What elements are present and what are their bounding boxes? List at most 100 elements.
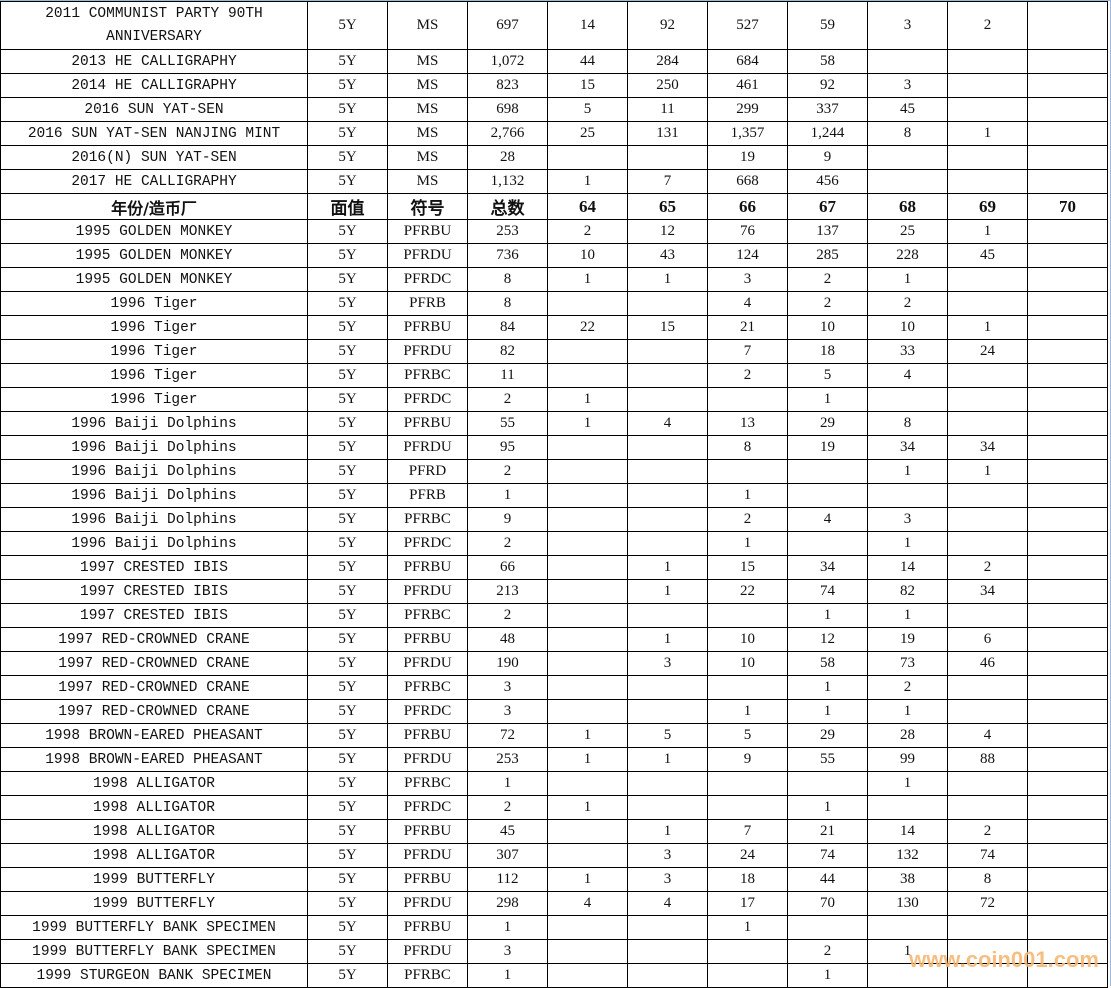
cell-grade-68[interactable]: 28 — [867, 723, 948, 748]
cell-grade-69[interactable] — [947, 675, 1028, 700]
cell-grade-64[interactable] — [547, 291, 628, 316]
cell-grade-69[interactable]: 1 — [947, 121, 1028, 146]
cell-grade-68[interactable] — [867, 963, 948, 988]
cell-grade-70[interactable] — [1027, 435, 1108, 460]
cell-grade-69[interactable] — [947, 387, 1028, 412]
cell-grade-64[interactable] — [547, 819, 628, 844]
cell-grade-69[interactable]: 8 — [947, 867, 1028, 892]
cell-grade-69[interactable] — [947, 169, 1028, 194]
cell-symbol[interactable]: PFRDU — [387, 435, 468, 460]
cell-grade-66[interactable]: 21 — [707, 315, 788, 340]
cell-name[interactable]: 1997 CRESTED IBIS — [0, 555, 308, 580]
cell-grade-67[interactable]: 58 — [787, 49, 868, 74]
cell-grade-69[interactable]: 6 — [947, 627, 1028, 652]
header-total[interactable]: 总数 — [467, 193, 548, 220]
cell-total[interactable]: 82 — [467, 339, 548, 364]
cell-face-value[interactable]: 5Y — [307, 267, 388, 292]
cell-grade-65[interactable]: 3 — [627, 867, 708, 892]
cell-total[interactable]: 55 — [467, 411, 548, 436]
cell-name[interactable]: 1995 GOLDEN MONKEY — [0, 243, 308, 268]
header-face-value[interactable]: 面值 — [307, 193, 388, 220]
cell-total[interactable]: 1,072 — [467, 49, 548, 74]
cell-grade-64[interactable] — [547, 915, 628, 940]
header-grade-65[interactable]: 65 — [627, 193, 708, 220]
cell-total[interactable]: 66 — [467, 555, 548, 580]
cell-grade-70[interactable] — [1027, 819, 1108, 844]
cell-grade-64[interactable] — [547, 145, 628, 170]
cell-grade-67[interactable] — [787, 531, 868, 556]
cell-grade-65[interactable]: 250 — [627, 73, 708, 98]
cell-grade-66[interactable]: 76 — [707, 219, 788, 244]
cell-face-value[interactable]: 5Y — [307, 627, 388, 652]
cell-grade-65[interactable] — [627, 771, 708, 796]
cell-grade-70[interactable] — [1027, 339, 1108, 364]
cell-grade-69[interactable]: 2 — [947, 819, 1028, 844]
cell-grade-67[interactable] — [787, 771, 868, 796]
cell-name[interactable]: 2014 HE CALLIGRAPHY — [0, 73, 308, 98]
cell-grade-70[interactable] — [1027, 723, 1108, 748]
cell-grade-68[interactable]: 1 — [867, 603, 948, 628]
cell-symbol[interactable]: PFRBU — [387, 723, 468, 748]
cell-grade-68[interactable]: 14 — [867, 819, 948, 844]
cell-grade-66[interactable]: 10 — [707, 651, 788, 676]
cell-grade-64[interactable]: 22 — [547, 315, 628, 340]
header-name[interactable]: 年份/造币厂 — [0, 193, 308, 220]
cell-grade-66[interactable]: 668 — [707, 169, 788, 194]
cell-grade-66[interactable]: 15 — [707, 555, 788, 580]
cell-grade-67[interactable]: 92 — [787, 73, 868, 98]
header-grade-67[interactable]: 67 — [787, 193, 868, 220]
cell-grade-64[interactable] — [547, 771, 628, 796]
cell-face-value[interactable]: 5Y — [307, 483, 388, 508]
cell-grade-64[interactable]: 2 — [547, 219, 628, 244]
cell-grade-66[interactable]: 2 — [707, 507, 788, 532]
cell-grade-70[interactable] — [1027, 49, 1108, 74]
cell-name[interactable]: 1999 STURGEON BANK SPECIMEN — [0, 963, 308, 988]
cell-symbol[interactable]: PFRDU — [387, 843, 468, 868]
cell-name[interactable]: 1999 BUTTERFLY — [0, 867, 308, 892]
cell-grade-65[interactable] — [627, 387, 708, 412]
cell-total[interactable]: 1 — [467, 483, 548, 508]
cell-grade-65[interactable] — [627, 675, 708, 700]
cell-total[interactable]: 2 — [467, 795, 548, 820]
cell-grade-70[interactable] — [1027, 867, 1108, 892]
cell-grade-69[interactable]: 2 — [947, 1, 1028, 50]
cell-grade-67[interactable]: 18 — [787, 339, 868, 364]
cell-grade-68[interactable] — [867, 387, 948, 412]
cell-grade-69[interactable]: 72 — [947, 891, 1028, 916]
cell-grade-67[interactable]: 2 — [787, 267, 868, 292]
cell-symbol[interactable]: PFRDU — [387, 939, 468, 964]
cell-grade-67[interactable]: 12 — [787, 627, 868, 652]
cell-grade-69[interactable] — [947, 73, 1028, 98]
cell-name[interactable]: 1999 BUTTERFLY BANK SPECIMEN — [0, 939, 308, 964]
cell-grade-66[interactable]: 7 — [707, 339, 788, 364]
cell-face-value[interactable]: 5Y — [307, 507, 388, 532]
cell-grade-67[interactable]: 74 — [787, 579, 868, 604]
cell-grade-65[interactable] — [627, 699, 708, 724]
cell-total[interactable]: 8 — [467, 267, 548, 292]
cell-grade-67[interactable]: 44 — [787, 867, 868, 892]
cell-grade-64[interactable] — [547, 843, 628, 868]
cell-total[interactable]: 3 — [467, 699, 548, 724]
cell-grade-64[interactable] — [547, 603, 628, 628]
cell-grade-66[interactable]: 1,357 — [707, 121, 788, 146]
cell-grade-70[interactable] — [1027, 603, 1108, 628]
cell-symbol[interactable]: PFRB — [387, 483, 468, 508]
cell-grade-64[interactable]: 25 — [547, 121, 628, 146]
cell-total[interactable]: 823 — [467, 73, 548, 98]
cell-face-value[interactable]: 5Y — [307, 915, 388, 940]
cell-grade-68[interactable]: 4 — [867, 363, 948, 388]
cell-grade-64[interactable] — [547, 339, 628, 364]
cell-grade-65[interactable] — [627, 459, 708, 484]
cell-grade-65[interactable] — [627, 915, 708, 940]
cell-grade-69[interactable]: 34 — [947, 579, 1028, 604]
cell-symbol[interactable]: PFRBC — [387, 963, 468, 988]
cell-grade-68[interactable]: 33 — [867, 339, 948, 364]
cell-grade-68[interactable]: 8 — [867, 411, 948, 436]
cell-grade-67[interactable]: 2 — [787, 939, 868, 964]
cell-grade-67[interactable]: 29 — [787, 411, 868, 436]
cell-name[interactable]: 1997 RED-CROWNED CRANE — [0, 699, 308, 724]
cell-symbol[interactable]: PFRBC — [387, 603, 468, 628]
cell-symbol[interactable]: PFRDC — [387, 531, 468, 556]
cell-grade-67[interactable]: 9 — [787, 145, 868, 170]
cell-grade-65[interactable]: 4 — [627, 411, 708, 436]
